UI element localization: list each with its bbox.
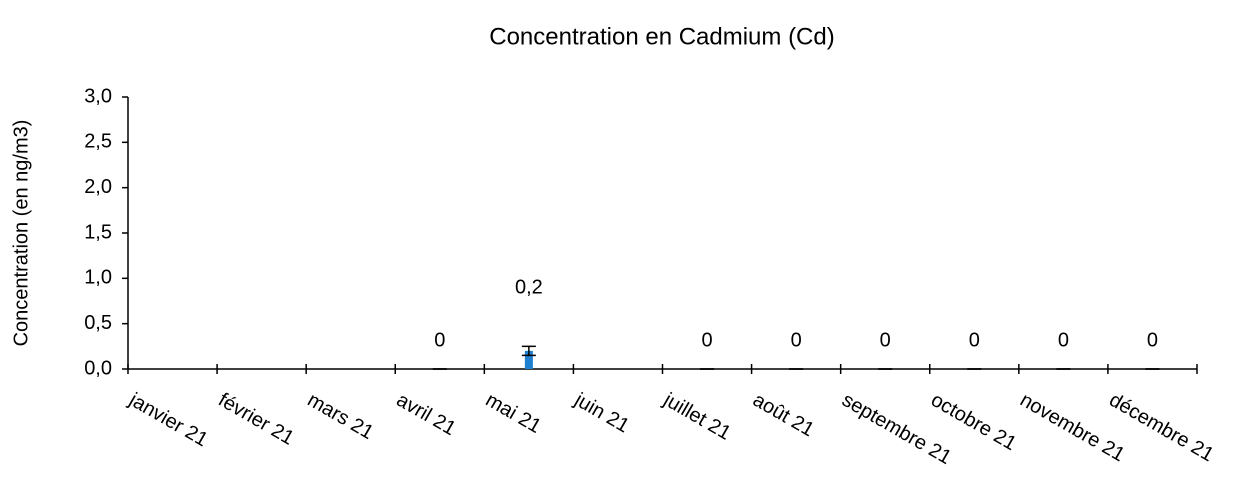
y-tick-label: 0,0: [84, 357, 112, 379]
x-tick-label: février 21: [214, 389, 297, 450]
data-label: 0: [701, 329, 712, 351]
x-tick-label: juillet 21: [659, 388, 734, 444]
data-label: 0: [880, 329, 891, 351]
y-tick-label: 0,5: [84, 312, 112, 334]
data-label: 0: [969, 329, 980, 351]
y-tick-label: 1,0: [84, 267, 112, 289]
y-axis-title: Concentration (en ng/m3): [10, 120, 32, 347]
x-tick-label: juin 21: [570, 388, 633, 437]
x-tick-label: janvier 21: [125, 388, 212, 451]
data-label: 0: [1058, 329, 1069, 351]
y-tick-label: 3,0: [84, 85, 112, 107]
x-tick-label: mai 21: [482, 389, 545, 438]
data-label: 0: [791, 329, 802, 351]
y-tick-label: 2,0: [84, 176, 112, 198]
data-label: 0: [1147, 329, 1158, 351]
chart-title: Concentration en Cadmium (Cd): [489, 23, 834, 50]
y-tick-label: 1,5: [84, 221, 112, 243]
x-tick-label: août 21: [749, 389, 818, 441]
data-label: 0,2: [515, 277, 543, 299]
data-label: 0: [434, 329, 445, 351]
x-tick-label: avril 21: [393, 389, 460, 440]
y-tick-label: 2,5: [84, 131, 112, 153]
bar: [524, 350, 533, 369]
x-tick-label: mars 21: [304, 389, 378, 444]
